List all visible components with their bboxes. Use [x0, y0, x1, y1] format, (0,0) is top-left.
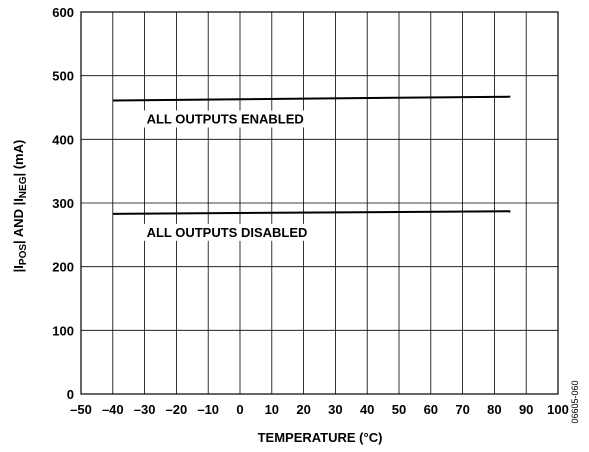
series-label-bg — [142, 110, 308, 128]
y-tick-label: 400 — [52, 132, 74, 147]
series-label: ALL OUTPUTS DISABLED — [147, 225, 308, 240]
series-label: ALL OUTPUTS ENABLED — [147, 111, 304, 126]
y-axis-title: |IPOS| AND |INEG| (mA) — [11, 140, 29, 273]
y-tick-labels: 0 100 200 300 400 500 600 — [52, 5, 74, 402]
y-tick-label: 100 — [52, 323, 74, 338]
x-tick-label: 30 — [328, 402, 342, 417]
x-tick-label: 20 — [296, 402, 310, 417]
x-tick-label: 70 — [455, 402, 469, 417]
x-tick-label: –20 — [166, 402, 188, 417]
y-tick-label: 200 — [52, 260, 74, 275]
x-tick-label: 80 — [487, 402, 501, 417]
series-labels: ALL OUTPUTS ENABLED ALL OUTPUTS DISABLED — [142, 110, 312, 241]
y-tick-label: 600 — [52, 5, 74, 20]
x-axis-title: TEMPERATURE (°C) — [258, 430, 383, 445]
series-label-bg — [142, 223, 312, 241]
y-tick-label: 500 — [52, 69, 74, 84]
series-lines — [112, 95, 511, 215]
x-tick-label: 100 — [547, 402, 569, 417]
x-tick-label: 50 — [392, 402, 406, 417]
x-tick-label: –10 — [197, 402, 219, 417]
x-tick-label: 0 — [236, 402, 243, 417]
x-tick-label: 90 — [519, 402, 533, 417]
x-tick-label: –50 — [70, 402, 92, 417]
series-line — [112, 95, 511, 102]
x-tick-labels: –50 –40 –30 –20 –10 0 10 20 30 40 50 60 70 80 90 100 — [70, 402, 569, 417]
y-tick-label: 300 — [52, 196, 74, 211]
grid-lines — [81, 12, 558, 394]
x-tick-label: 40 — [360, 402, 374, 417]
y-tick-label: 0 — [67, 387, 74, 402]
x-tick-label: 60 — [424, 402, 438, 417]
x-tick-label: –40 — [102, 402, 124, 417]
plot-frame — [80, 11, 559, 395]
x-tick-label: –30 — [134, 402, 156, 417]
series-line — [112, 210, 511, 215]
x-tick-label: 10 — [265, 402, 279, 417]
figure-id: 06605-060 — [570, 380, 580, 423]
